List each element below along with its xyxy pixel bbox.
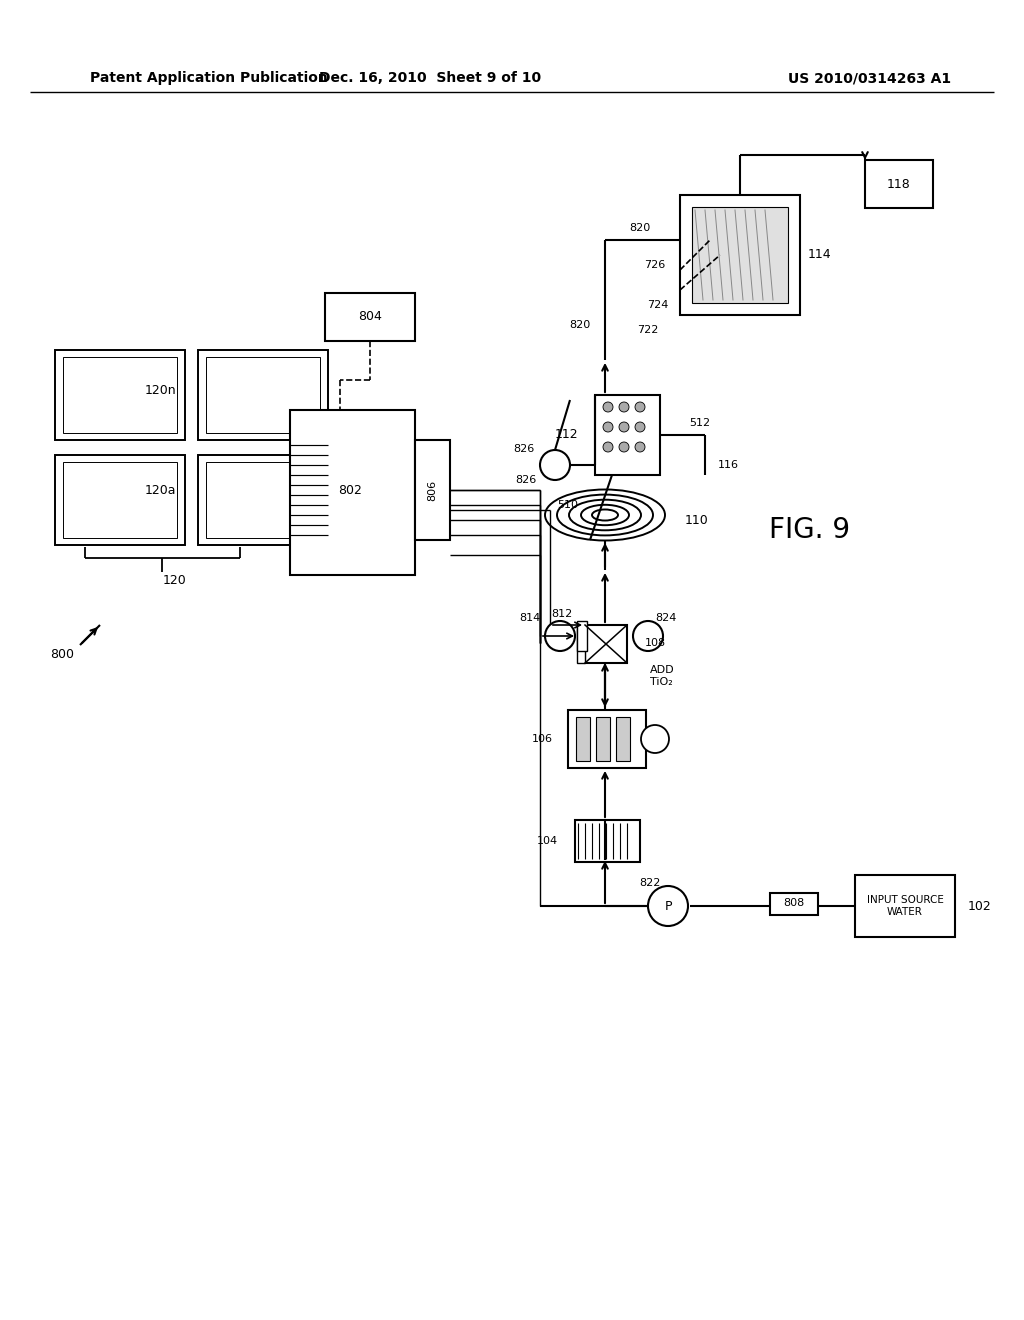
Text: 116: 116	[718, 459, 739, 470]
Bar	[585, 624, 627, 663]
Bar	[290, 411, 415, 576]
Text: 724: 724	[646, 300, 668, 310]
Bar	[63, 462, 177, 539]
Text: INPUT SOURCE
WATER: INPUT SOURCE WATER	[866, 895, 943, 917]
Text: 512: 512	[689, 418, 711, 428]
Text: Patent Application Publication: Patent Application Publication	[90, 71, 328, 84]
Text: 510: 510	[557, 500, 578, 510]
Text: 808: 808	[783, 898, 805, 908]
Text: US 2010/0314263 A1: US 2010/0314263 A1	[788, 71, 951, 84]
Text: 812: 812	[551, 609, 572, 619]
Bar	[415, 440, 450, 540]
Text: Dec. 16, 2010  Sheet 9 of 10: Dec. 16, 2010 Sheet 9 of 10	[318, 71, 541, 84]
Bar	[325, 293, 415, 341]
Circle shape	[635, 403, 645, 412]
Text: 826: 826	[514, 444, 535, 454]
Text: 120a: 120a	[144, 483, 176, 496]
Bar	[55, 455, 185, 545]
Bar	[206, 356, 319, 433]
Bar	[198, 455, 328, 545]
Circle shape	[635, 442, 645, 451]
Text: 820: 820	[568, 319, 590, 330]
Circle shape	[540, 450, 570, 480]
Text: 108: 108	[645, 638, 667, 648]
Text: 820: 820	[630, 223, 650, 234]
Circle shape	[635, 422, 645, 432]
Bar	[770, 894, 818, 915]
Text: 120n: 120n	[144, 384, 176, 396]
Text: 822: 822	[639, 878, 660, 888]
Circle shape	[648, 886, 688, 927]
Text: 814: 814	[520, 612, 541, 623]
Text: P: P	[665, 899, 672, 912]
Text: 824: 824	[655, 612, 677, 623]
Circle shape	[603, 442, 613, 451]
Circle shape	[641, 725, 669, 752]
Bar	[577, 624, 585, 663]
Text: 104: 104	[537, 836, 558, 846]
Text: 806: 806	[427, 479, 437, 500]
Bar	[577, 620, 587, 651]
Circle shape	[603, 422, 613, 432]
Text: 804: 804	[358, 310, 382, 323]
Text: 102: 102	[968, 899, 992, 912]
Bar	[575, 820, 640, 862]
Bar	[680, 195, 800, 315]
Bar	[575, 717, 590, 762]
Text: 106: 106	[532, 734, 553, 744]
Circle shape	[618, 422, 629, 432]
Bar	[692, 207, 788, 304]
Circle shape	[633, 620, 663, 651]
Bar	[55, 350, 185, 440]
Text: 800: 800	[50, 648, 74, 661]
Text: 722: 722	[637, 325, 658, 335]
Circle shape	[618, 403, 629, 412]
Bar	[596, 717, 610, 762]
Bar	[63, 356, 177, 433]
Circle shape	[545, 620, 575, 651]
Bar	[568, 710, 646, 768]
Bar	[206, 462, 319, 539]
Circle shape	[618, 442, 629, 451]
Bar	[865, 160, 933, 209]
Text: 826: 826	[516, 475, 537, 484]
Text: FIG. 9: FIG. 9	[769, 516, 851, 544]
Text: 110: 110	[685, 513, 709, 527]
Circle shape	[603, 403, 613, 412]
Text: 112: 112	[554, 429, 578, 441]
Text: ADD
TiO₂: ADD TiO₂	[650, 665, 675, 686]
Text: 118: 118	[887, 177, 911, 190]
Text: 120: 120	[163, 573, 186, 586]
Bar	[198, 350, 328, 440]
Bar	[855, 875, 955, 937]
Bar	[616, 717, 630, 762]
Bar	[595, 395, 660, 475]
Text: 114: 114	[808, 248, 831, 261]
Text: 802: 802	[338, 483, 361, 496]
Text: 726: 726	[644, 260, 665, 271]
